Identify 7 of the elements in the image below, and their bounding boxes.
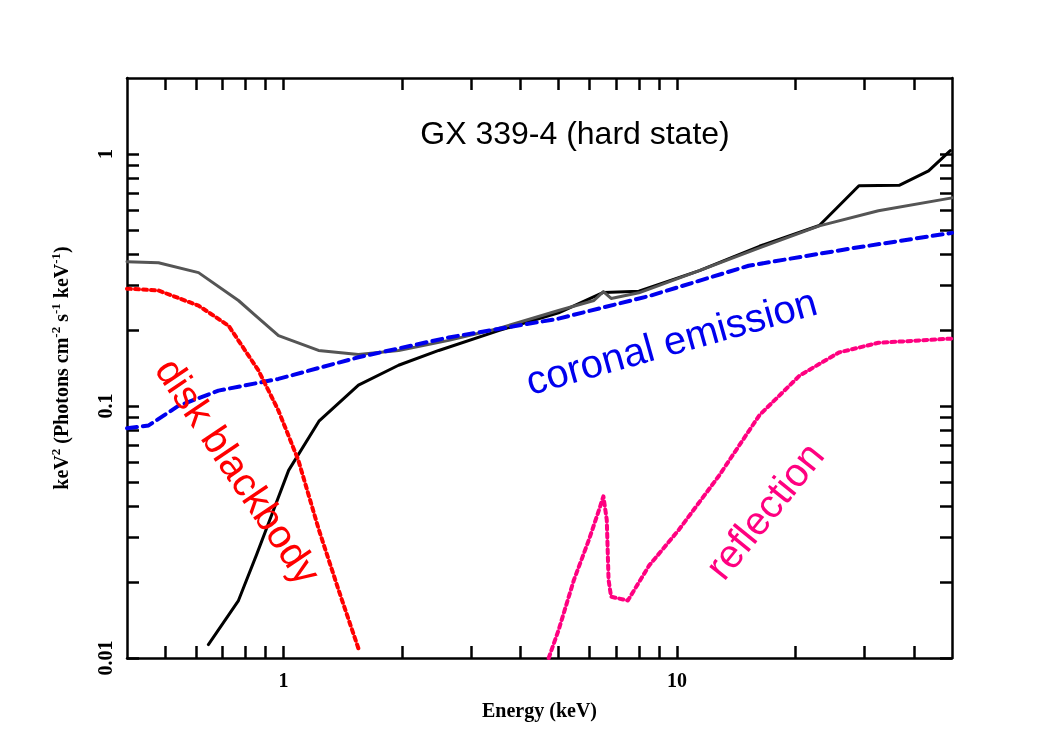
text: coronal emission bbox=[520, 279, 822, 403]
x-tick-label: 10 bbox=[667, 669, 687, 691]
y-tick-label: 1 bbox=[94, 148, 116, 159]
x-axis-title: Energy (keV) bbox=[482, 699, 597, 722]
y-tick-label: 0.1 bbox=[94, 393, 116, 419]
text: GX 339-4 (hard state) bbox=[420, 115, 730, 151]
y-tick-label: 0.01 bbox=[94, 640, 116, 676]
